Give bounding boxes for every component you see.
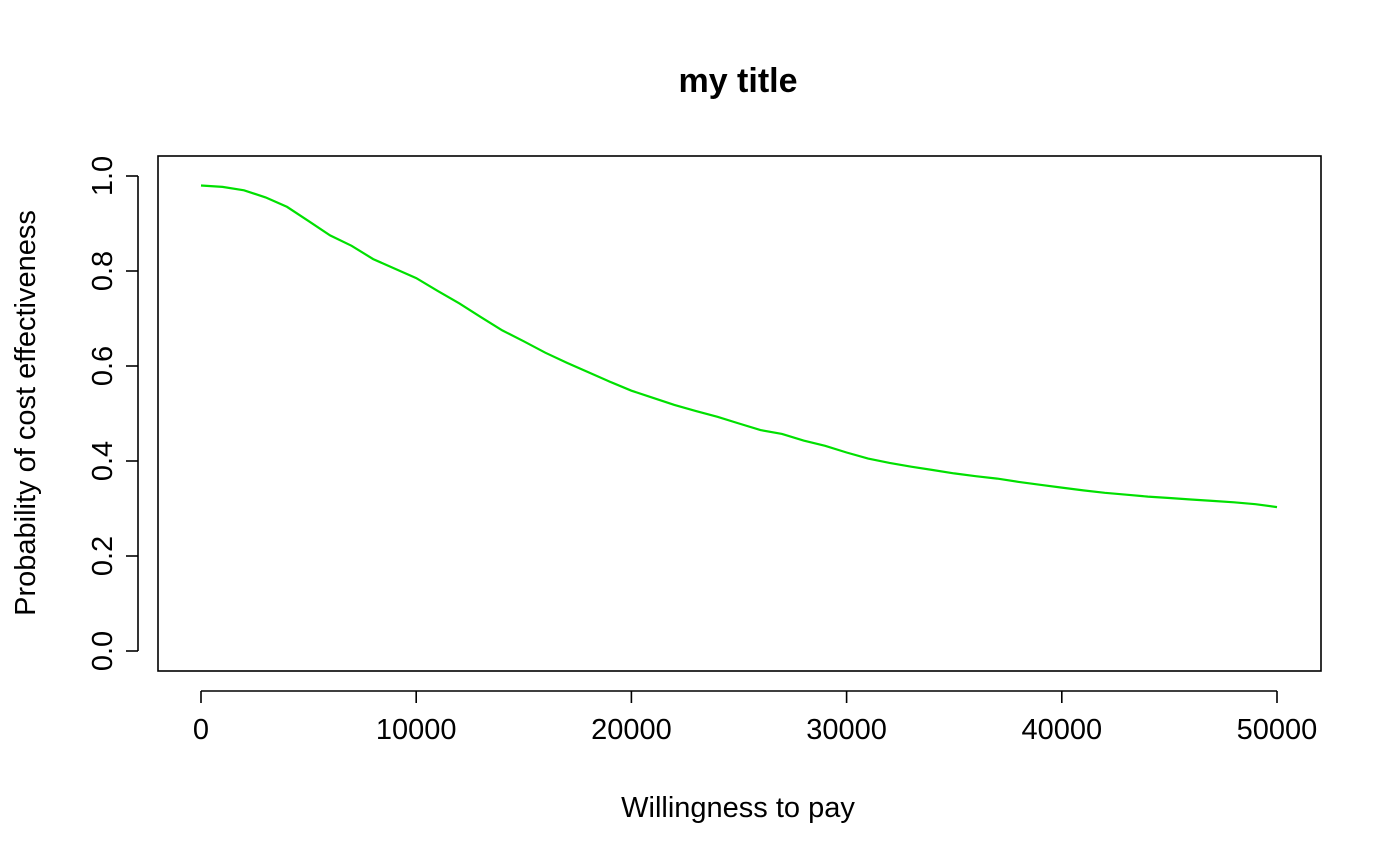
- x-tick-label: 10000: [376, 714, 457, 746]
- x-axis-label: Willingness to pay: [621, 792, 855, 824]
- chart-title: my title: [678, 62, 797, 100]
- y-tick-label: 0.6: [87, 346, 119, 386]
- y-axis: 0.0 0.2 0.4 0.6 0.8 1.0: [87, 156, 139, 671]
- y-tick-label: 1.0: [87, 156, 119, 196]
- ceac-line: [200, 184, 1278, 509]
- series-layer: [200, 184, 1278, 509]
- x-axis: 0 10000 20000 30000 40000 50000: [193, 690, 1318, 746]
- x-tick-label: 20000: [591, 714, 672, 746]
- y-tick-label: 0.8: [87, 251, 119, 291]
- x-tick-label: 30000: [806, 714, 887, 746]
- plot-frame: [157, 155, 1322, 672]
- x-tick-label: 0: [193, 714, 209, 746]
- y-tick-label: 0.2: [87, 536, 119, 576]
- y-axis-label: Probability of cost effectiveness: [10, 210, 42, 616]
- x-tick-label: 50000: [1237, 714, 1318, 746]
- y-tick-label: 0.4: [87, 441, 119, 481]
- y-tick-label: 0.0: [87, 631, 119, 671]
- x-tick-label: 40000: [1021, 714, 1102, 746]
